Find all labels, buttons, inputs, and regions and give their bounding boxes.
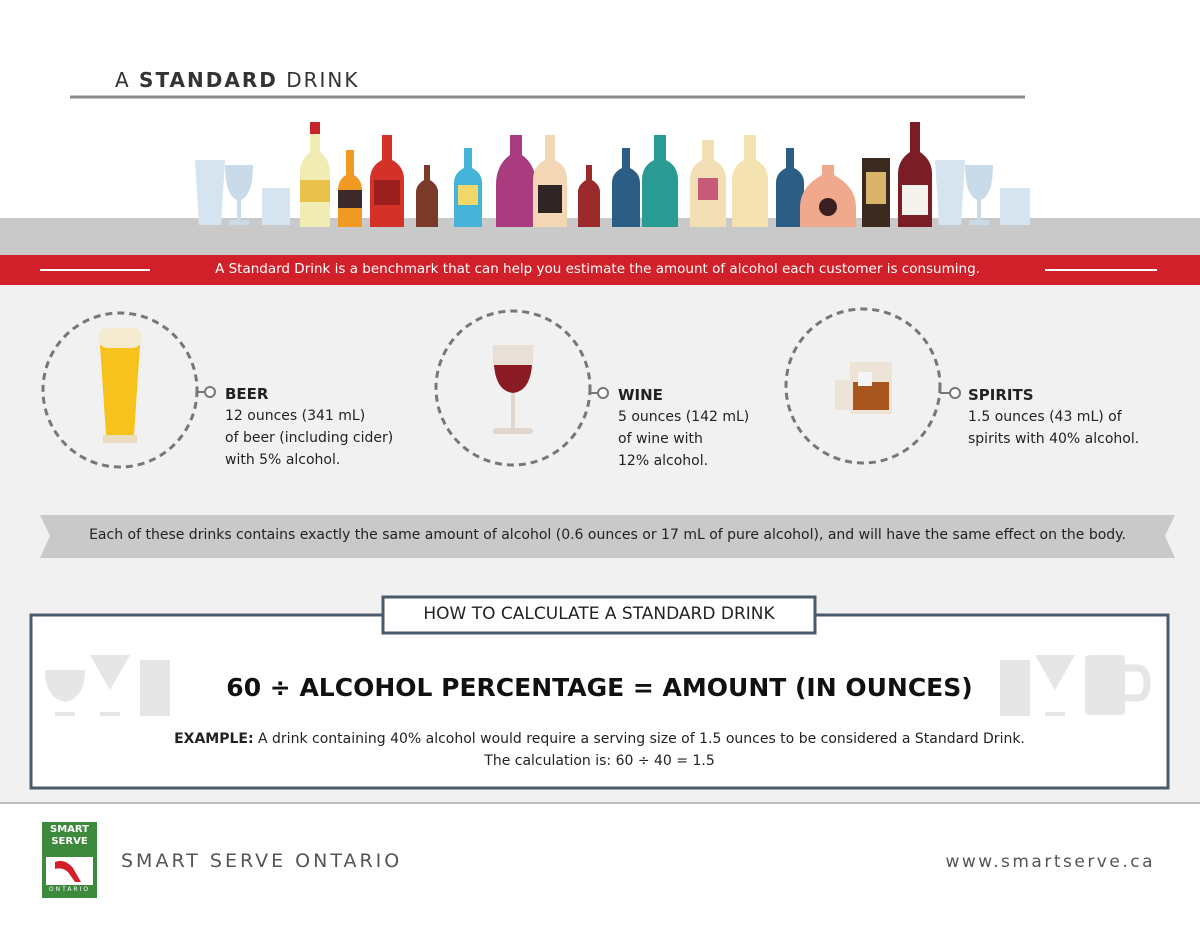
drink-line: spirits with 40% alcohol. (968, 431, 1140, 447)
drink-icons (98, 328, 892, 443)
drink-line: of wine with (618, 431, 703, 447)
example-text: A drink containing 40% alcohol would req… (258, 731, 1025, 747)
logo-hand (55, 860, 81, 882)
faint-glasses (45, 655, 1151, 716)
logo-text: SMART SERVE (42, 824, 97, 848)
drink-line: 12 ounces (341 mL) (225, 408, 366, 424)
title-bold: STANDARD (139, 68, 278, 92)
beer-info: BEER 12 ounces (341 mL) of beer (includi… (225, 383, 393, 471)
calc-heading: HOW TO CALCULATE A STANDARD DRINK (423, 604, 775, 624)
formula: 60 ÷ ALCOHOL PERCENTAGE = AMOUNT (IN OUN… (226, 673, 973, 702)
red-banner (0, 255, 1200, 285)
connectors (197, 386, 961, 399)
drink-circles (41, 307, 942, 469)
bottles (195, 122, 1030, 227)
url: www.smartserve.ca (945, 852, 1155, 872)
spirits-info: SPIRITS 1.5 ounces (43 mL) of spirits wi… (968, 384, 1139, 450)
example: EXAMPLE: A drink containing 40% alcohol … (31, 731, 1168, 747)
note: Each of these drinks contains exactly th… (89, 527, 1126, 543)
logo-word: SERVE (51, 836, 88, 847)
logo-word: SMART (50, 824, 89, 835)
calculation-line: The calculation is: 60 ÷ 40 = 1.5 (484, 753, 715, 769)
drink-line: with 5% alcohol. (225, 452, 341, 468)
drink-name: BEER (225, 385, 269, 403)
organization: SMART SERVE ONTARIO (121, 850, 403, 872)
note-band (40, 515, 1175, 558)
banner-text: A Standard Drink is a benchmark that can… (215, 261, 980, 277)
title-suffix: DRINK (286, 68, 360, 92)
drink-line: 12% alcohol. (618, 453, 709, 469)
drink-name: WINE (618, 386, 663, 404)
drink-line: 1.5 ounces (43 mL) of (968, 409, 1122, 425)
drink-name: SPIRITS (968, 386, 1034, 404)
logo-subtext: ONTARIO (48, 886, 91, 893)
calc-heading-box (381, 595, 817, 635)
title-prefix: A (115, 68, 131, 92)
example-label: EXAMPLE: (174, 731, 254, 747)
title: A STANDARD DRINK (115, 68, 359, 92)
drink-line: of beer (including cider) (225, 430, 394, 446)
drink-line: 5 ounces (142 mL) (618, 409, 750, 425)
wine-info: WINE 5 ounces (142 mL) of wine with 12% … (618, 384, 749, 472)
